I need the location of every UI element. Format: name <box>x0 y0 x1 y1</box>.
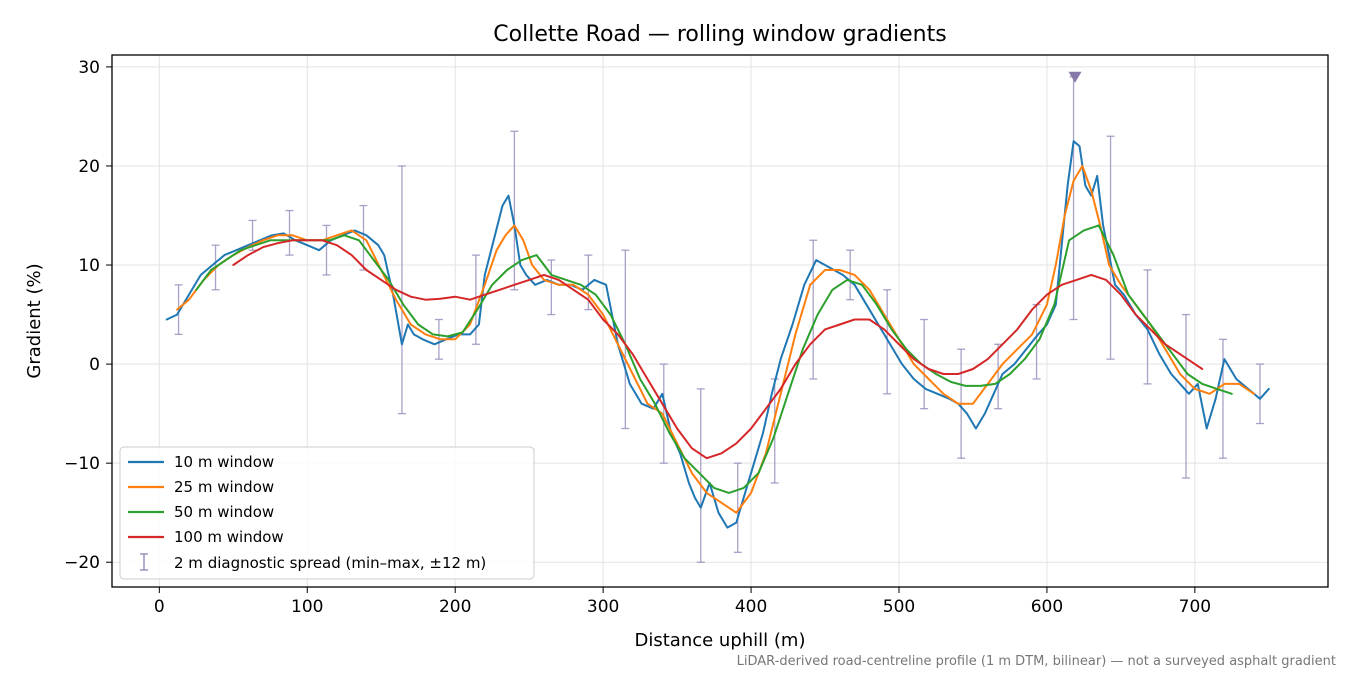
spread-bar <box>510 130 519 291</box>
spread-bar <box>285 209 294 256</box>
y-tick-label: 10 <box>78 256 100 276</box>
x-tick-label: 200 <box>439 597 471 617</box>
peak-marker-layer <box>1068 71 1082 83</box>
spread-bar <box>659 363 668 464</box>
x-tick-label: 0 <box>154 597 165 617</box>
y-tick-label: 30 <box>78 58 100 78</box>
series-line-25-m-window <box>176 165 1255 514</box>
spread-bar <box>1218 338 1227 459</box>
legend: 10 m window 25 m window 50 m window 100 … <box>119 446 535 580</box>
legend-label-25m: 25 m window <box>174 478 274 496</box>
legend-label-50m: 50 m window <box>174 503 274 521</box>
spread-bar <box>1181 313 1190 479</box>
spread-bar <box>621 249 630 430</box>
y-tick-label: 0 <box>89 355 100 375</box>
spread-bar <box>846 249 855 301</box>
footnote: LiDAR-derived road-centreline profile (1… <box>737 654 1336 669</box>
spread-bar <box>1255 363 1264 425</box>
series-lines <box>165 140 1270 529</box>
spread-bar <box>994 343 1003 410</box>
spread-bar <box>397 165 406 415</box>
series-line-50-m-window <box>195 224 1233 494</box>
y-tick-label: −20 <box>64 553 100 573</box>
series-line-100-m-window <box>232 239 1204 460</box>
legend-label-spread: 2 m diagnostic spread (min–max, ±12 m) <box>174 554 486 572</box>
legend-swatch-spread <box>140 553 148 571</box>
x-tick-label: 400 <box>735 597 767 617</box>
y-axis-label: Gradient (%) <box>24 263 45 378</box>
x-tick-label: 700 <box>1179 597 1211 617</box>
plot-frame <box>111 54 1329 588</box>
spread-bar <box>547 259 556 316</box>
spread-error-bars <box>174 76 1264 563</box>
spread-bar <box>322 224 331 276</box>
chart-title: Collette Road — rolling window gradients <box>493 22 946 47</box>
spread-bar <box>883 289 892 395</box>
spread-bar <box>471 254 480 345</box>
legend-label-100m: 100 m window <box>174 528 284 546</box>
x-tick-label: 500 <box>883 597 915 617</box>
legend-label-10m: 10 m window <box>174 453 274 471</box>
y-tick-label: 20 <box>78 157 100 177</box>
spread-bar <box>733 462 742 553</box>
x-tick-label: 100 <box>291 597 323 617</box>
spread-bar <box>809 239 818 380</box>
x-axis-label: Distance uphill (m) <box>635 630 806 651</box>
spread-bar <box>920 318 929 410</box>
axis-ticks: 0 100 200 300 400 500 600 700 −20 −10 0 10 20 30 <box>64 58 1211 617</box>
x-tick-label: 600 <box>1031 597 1063 617</box>
legend-box <box>119 446 535 580</box>
x-tick-label: 300 <box>587 597 619 617</box>
y-tick-label: −10 <box>64 454 100 474</box>
peak-marker-triangle <box>1068 71 1082 83</box>
